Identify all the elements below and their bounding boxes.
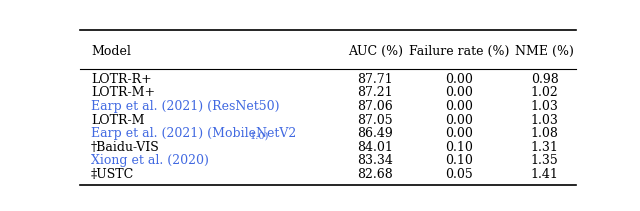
Text: 1.02: 1.02 bbox=[531, 86, 559, 99]
Text: LOTR-M+: LOTR-M+ bbox=[91, 86, 155, 99]
Text: NME (%): NME (%) bbox=[515, 45, 574, 58]
Text: 0.10: 0.10 bbox=[445, 141, 474, 154]
Text: 1.41: 1.41 bbox=[531, 168, 559, 181]
Text: 82.68: 82.68 bbox=[357, 168, 393, 181]
Text: LOTR-R+: LOTR-R+ bbox=[91, 73, 152, 86]
Text: Failure rate (%): Failure rate (%) bbox=[409, 45, 509, 58]
Text: 0.00: 0.00 bbox=[445, 86, 474, 99]
Text: Earp et al. (2021) (ResNet50): Earp et al. (2021) (ResNet50) bbox=[91, 100, 280, 113]
Text: 83.34: 83.34 bbox=[357, 154, 393, 167]
Text: †Baidu-VIS: †Baidu-VIS bbox=[91, 141, 159, 154]
Text: 87.21: 87.21 bbox=[357, 86, 393, 99]
Text: 87.06: 87.06 bbox=[357, 100, 393, 113]
Text: Model: Model bbox=[91, 45, 131, 58]
Text: LOTR-M: LOTR-M bbox=[91, 114, 145, 127]
Text: AUC (%): AUC (%) bbox=[348, 45, 403, 58]
Text: 1.03: 1.03 bbox=[531, 100, 559, 113]
Text: 84.01: 84.01 bbox=[357, 141, 393, 154]
Text: 0.98: 0.98 bbox=[531, 73, 559, 86]
Text: 87.05: 87.05 bbox=[357, 114, 393, 127]
Text: 0.00: 0.00 bbox=[445, 114, 474, 127]
Text: 1.03: 1.03 bbox=[531, 114, 559, 127]
Text: 0.00: 0.00 bbox=[445, 100, 474, 113]
Text: Earp et al. (2021) (MobileNetV2: Earp et al. (2021) (MobileNetV2 bbox=[91, 127, 296, 140]
Text: 1.08: 1.08 bbox=[531, 127, 559, 140]
Text: 1.35: 1.35 bbox=[531, 154, 559, 167]
Text: 1.31: 1.31 bbox=[531, 141, 559, 154]
Text: 0.00: 0.00 bbox=[445, 73, 474, 86]
Text: 0.05: 0.05 bbox=[445, 168, 474, 181]
Text: 87.71: 87.71 bbox=[357, 73, 393, 86]
Text: 0.10: 0.10 bbox=[445, 154, 474, 167]
Text: ‡USTC: ‡USTC bbox=[91, 168, 134, 181]
Text: 86.49: 86.49 bbox=[357, 127, 393, 140]
Text: 0.00: 0.00 bbox=[445, 127, 474, 140]
Text: 1.0): 1.0) bbox=[250, 132, 269, 141]
Text: Xiong et al. (2020): Xiong et al. (2020) bbox=[91, 154, 209, 167]
